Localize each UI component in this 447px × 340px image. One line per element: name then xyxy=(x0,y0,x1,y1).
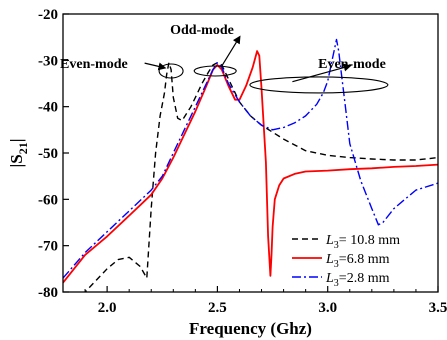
annotation-ellipse-3 xyxy=(249,76,389,94)
annotation-ellipse-1 xyxy=(158,63,184,79)
y-axis-title-main: |S xyxy=(7,154,26,167)
legend-label-series-2: L3=6.8 mm xyxy=(325,252,390,270)
series-line-3 xyxy=(63,38,438,279)
annotation-label-1: Even-mode xyxy=(60,57,128,72)
y-tick-label: -50 xyxy=(38,146,58,162)
series-layer xyxy=(63,38,438,292)
x-tick-label: 3.5 xyxy=(429,300,447,316)
x-tick-label: 2.5 xyxy=(208,300,227,316)
y-tick-label: -30 xyxy=(38,53,58,69)
series-line-1 xyxy=(83,62,438,292)
axes-layer: 2.0 2.5 3.0 3.5 -20 -30 -40 -50 -60 -70 -80 xyxy=(38,7,447,316)
annotation-arrow-2 xyxy=(221,35,241,67)
annotation-arrow-1 xyxy=(144,62,167,71)
legend-label-series-1: L3= 10.8 mm xyxy=(325,233,400,251)
series-line-2 xyxy=(63,50,438,284)
annotation-ellipse-2 xyxy=(193,65,237,77)
y-axis-title-end: | xyxy=(7,139,26,143)
y-tick-label: -70 xyxy=(38,239,58,255)
y-tick-label: -20 xyxy=(38,7,58,23)
annotation-label-3: Even-mode xyxy=(318,57,386,72)
y-axis-title: |S21| xyxy=(7,139,30,168)
y-tick-label: -80 xyxy=(38,285,58,301)
y-axis-title-sub: 21 xyxy=(16,142,30,154)
annotation-arrow-3 xyxy=(292,63,352,83)
annotation-label-2: Odd-mode xyxy=(170,23,234,38)
y-tick-label: -60 xyxy=(38,192,58,208)
legend-label-series-3: L3=2.8 mm xyxy=(325,271,390,289)
y-tick-label: -40 xyxy=(38,100,58,116)
annotation-layer: Even-mode Odd-mode Even-mode xyxy=(60,23,389,94)
x-axis-title: Frequency (Ghz) xyxy=(189,319,312,338)
x-tick-label: 3.0 xyxy=(318,300,337,316)
x-tick-label: 2.0 xyxy=(98,300,117,316)
legend: L3= 10.8 mm L3=6.8 mm L3=2.8 mm xyxy=(288,229,436,289)
